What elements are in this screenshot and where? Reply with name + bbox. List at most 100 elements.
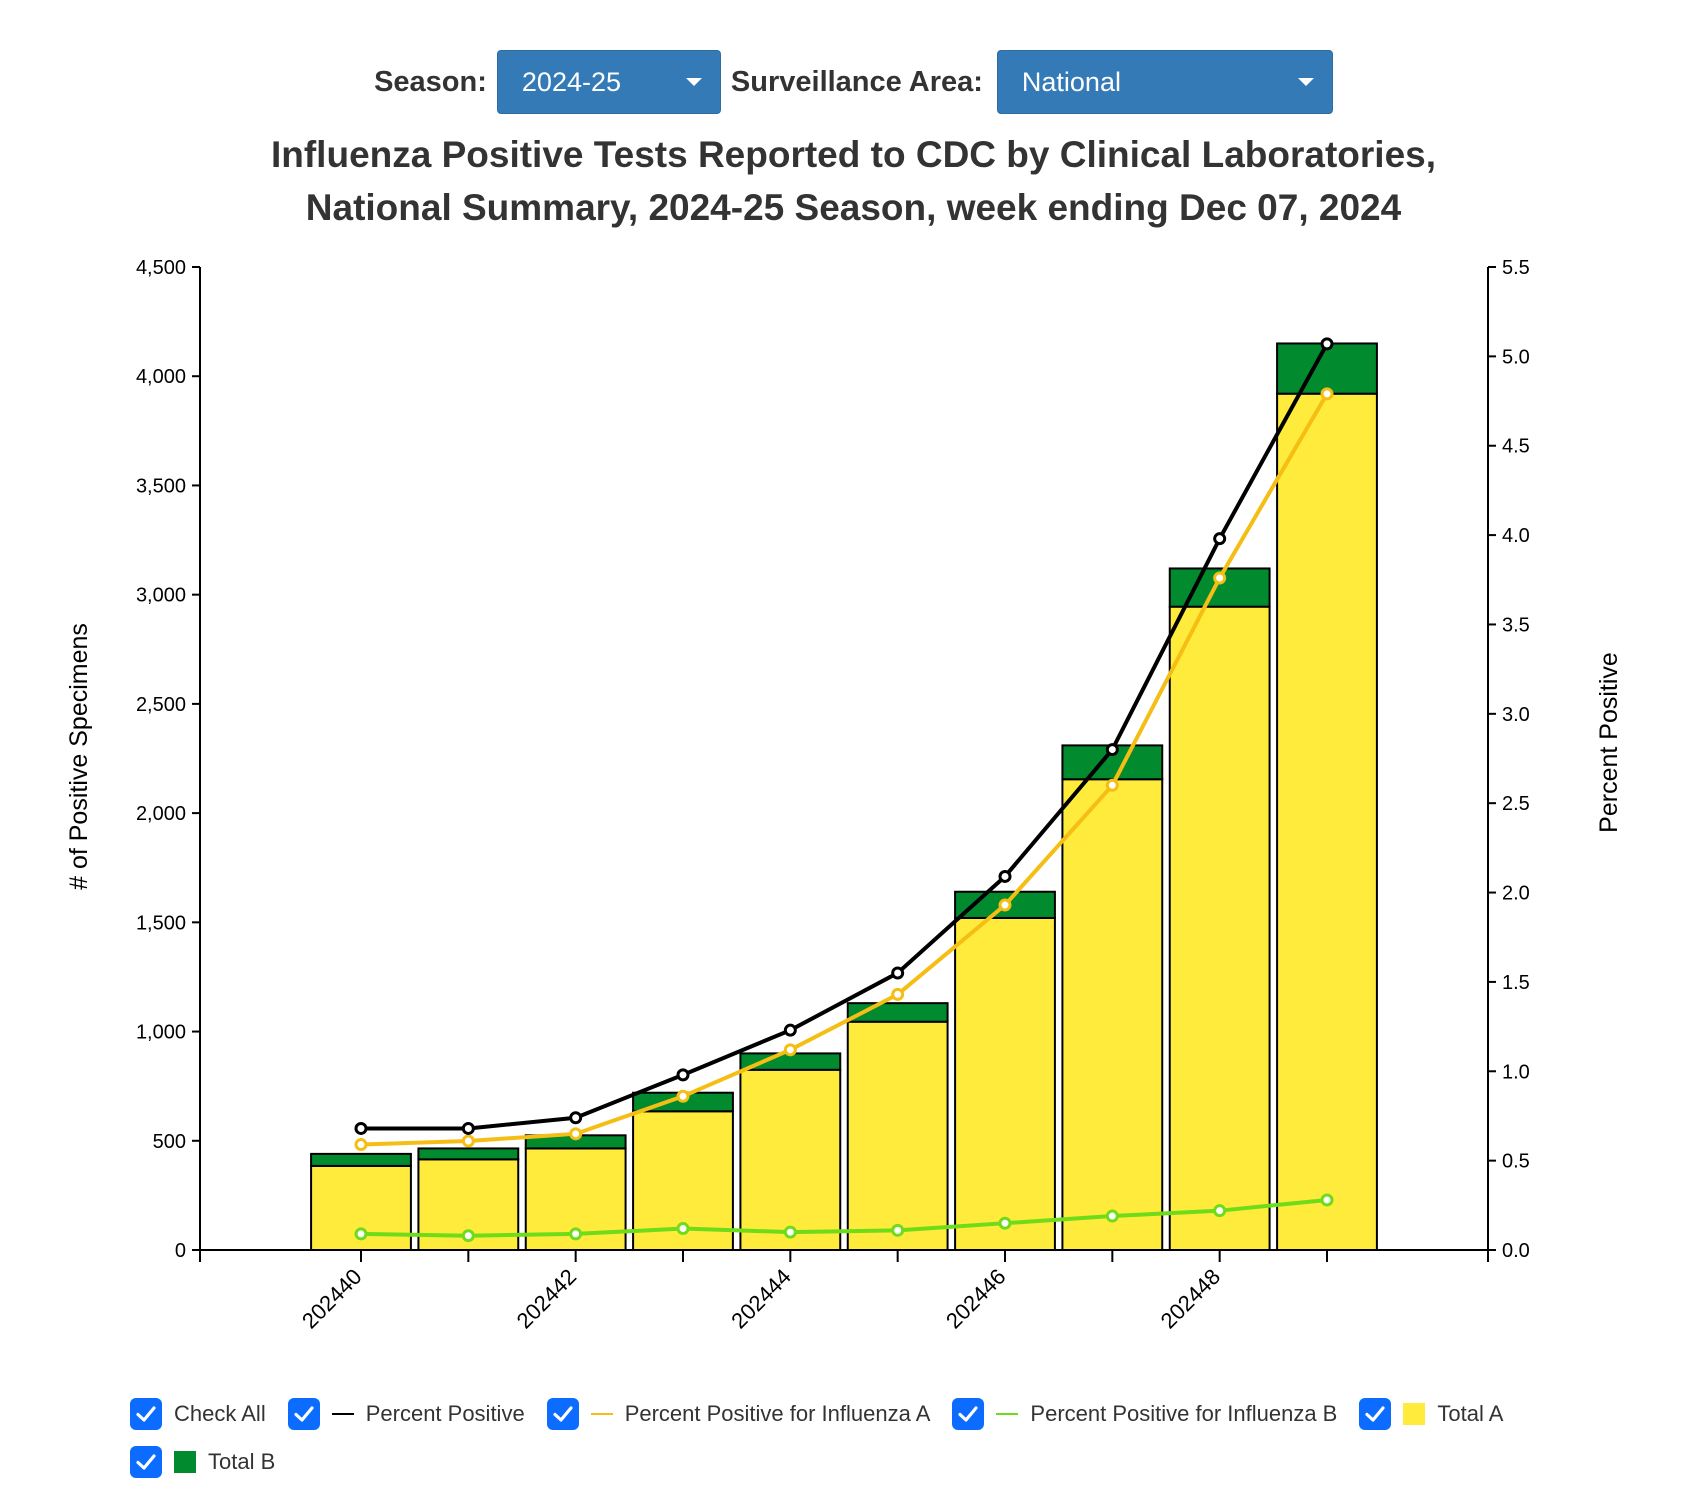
legend-swatch [1403, 1403, 1426, 1425]
series-point [461, 1121, 475, 1135]
series-point [354, 1227, 368, 1241]
y2-tick-label: 4.0 [1502, 525, 1530, 547]
checkmark-icon [553, 1406, 573, 1422]
influenza-chart: 0 500 1,000 1,500 2,000 2,500 3,000 3,500 4,000 4… [65, 257, 1623, 1334]
series-point [676, 1089, 690, 1103]
legend-item-percent-positive-b[interactable]: Percent Positive for Influenza B [952, 1397, 1337, 1431]
check-all-checkbox[interactable] [130, 1398, 162, 1430]
check-all-label: Check All [174, 1401, 266, 1426]
y2-tick-label: 1.0 [1502, 1061, 1530, 1083]
total-b-checkbox[interactable] [130, 1446, 162, 1478]
y2-tick-label: 5.0 [1502, 346, 1530, 368]
surveillance-area-label: Surveillance Area: [730, 65, 983, 98]
y2-tick-label: 3.0 [1502, 704, 1530, 726]
legend-swatch [590, 1413, 613, 1415]
series-point [1105, 1209, 1119, 1223]
y2-tick-label: 2.5 [1502, 793, 1530, 815]
series-point [1320, 337, 1334, 351]
y-tick-label: 2,500 [136, 694, 186, 716]
legend-item-percent-positive[interactable]: Percent Positive [287, 1397, 525, 1431]
series-point [461, 1134, 475, 1148]
filter-controls: Season: 2024-25 Surveillance Area: Natio… [0, 48, 1707, 116]
bar-total-a [954, 916, 1056, 1251]
series-point [998, 869, 1012, 883]
season-dropdown[interactable]: 2024-25 [496, 50, 721, 114]
series-point [569, 1227, 583, 1241]
series-point [891, 987, 905, 1001]
x-tick-label: 202440 [297, 1264, 367, 1334]
series-point [1213, 1204, 1227, 1218]
series-point [1320, 1193, 1334, 1207]
surveillance-area-dropdown[interactable]: National [996, 50, 1333, 114]
bar-total-a [1276, 392, 1378, 1252]
series-point [1320, 387, 1334, 401]
chart-title: Influenza Positive Tests Reported to CDC… [0, 128, 1707, 234]
series-point [998, 1216, 1012, 1230]
series-point [1105, 778, 1119, 792]
series-point [1213, 532, 1227, 546]
series-point [676, 1222, 690, 1236]
y-tick-label: 500 [153, 1131, 186, 1153]
bar-total-a [1061, 778, 1164, 1251]
legend-swatch [996, 1413, 1019, 1415]
y-tick-label: 4,000 [136, 366, 186, 388]
percent-positive-checkbox[interactable] [287, 1398, 320, 1430]
legend-label: Total A [1437, 1401, 1504, 1426]
season-label: Season: [374, 65, 487, 98]
legend-label: Percent Positive for Influenza B [1030, 1401, 1338, 1426]
checkmark-icon [1365, 1406, 1385, 1422]
series-line [361, 342, 1329, 1131]
legend-label: Percent Positive for Influenza A [624, 1401, 931, 1426]
y-tick-label: 1,000 [136, 1022, 186, 1044]
surveillance-area-value: National [1021, 66, 1121, 97]
chart-legend: Check All Percent Positive Percent Posit… [130, 1397, 1580, 1479]
y-tick-label: 1,500 [136, 912, 186, 934]
series-point [461, 1229, 475, 1243]
series-point [783, 1023, 797, 1037]
x-tick-label: 202442 [512, 1264, 582, 1334]
series-point [354, 1138, 368, 1152]
x-tick-label: 202444 [726, 1264, 796, 1334]
y2-tick-label: 3.5 [1502, 614, 1530, 636]
bar-total-b [417, 1147, 520, 1161]
series-point [891, 966, 905, 980]
bar-total-b [1276, 342, 1378, 395]
y2-tick-label: 0.5 [1502, 1151, 1530, 1173]
chevron-down-icon [685, 78, 702, 86]
checkmark-icon [294, 1406, 314, 1422]
y-axis-title: # of Positive Specimens [65, 623, 93, 890]
series-point [1213, 571, 1227, 585]
total-a-checkbox[interactable] [1359, 1398, 1392, 1430]
series-point [998, 898, 1012, 912]
series-point [569, 1127, 583, 1141]
percent-positive-a-checkbox[interactable] [546, 1398, 579, 1430]
legend-item-percent-positive-a[interactable]: Percent Positive for Influenza A [546, 1397, 931, 1431]
series-line [360, 1197, 1328, 1238]
series-point [676, 1068, 690, 1082]
y2-tick-label: 1.5 [1502, 972, 1530, 994]
chart-title-line-2: National Summary, 2024-25 Season, week e… [305, 187, 1402, 228]
legend-label: Total B [208, 1449, 276, 1474]
series-point [783, 1225, 797, 1239]
y2-tick-label: 2.0 [1502, 883, 1530, 905]
legend-swatch [331, 1413, 354, 1415]
legend-item-total-b[interactable]: Total B [130, 1445, 275, 1479]
y2-tick-label: 4.5 [1502, 436, 1530, 458]
checkmark-icon [136, 1454, 156, 1470]
series-point [354, 1121, 368, 1135]
chevron-down-icon [1297, 78, 1314, 86]
bar-total-a [1168, 605, 1271, 1251]
y-tick-label: 2,000 [136, 803, 186, 825]
legend-check-all[interactable]: Check All [130, 1397, 266, 1431]
series-line [360, 392, 1329, 1147]
y-tick-label: 3,500 [136, 475, 186, 497]
x-tick-label: 202448 [1156, 1264, 1226, 1334]
series-point [1105, 743, 1119, 757]
y-tick-label: 0 [175, 1240, 186, 1262]
percent-positive-b-checkbox[interactable] [952, 1398, 985, 1430]
legend-item-total-a[interactable]: Total A [1359, 1397, 1503, 1431]
series-point [569, 1111, 583, 1125]
y2-tick-label: 5.5 [1502, 257, 1530, 279]
series-point [891, 1223, 905, 1237]
legend-label: Percent Positive [365, 1401, 525, 1426]
